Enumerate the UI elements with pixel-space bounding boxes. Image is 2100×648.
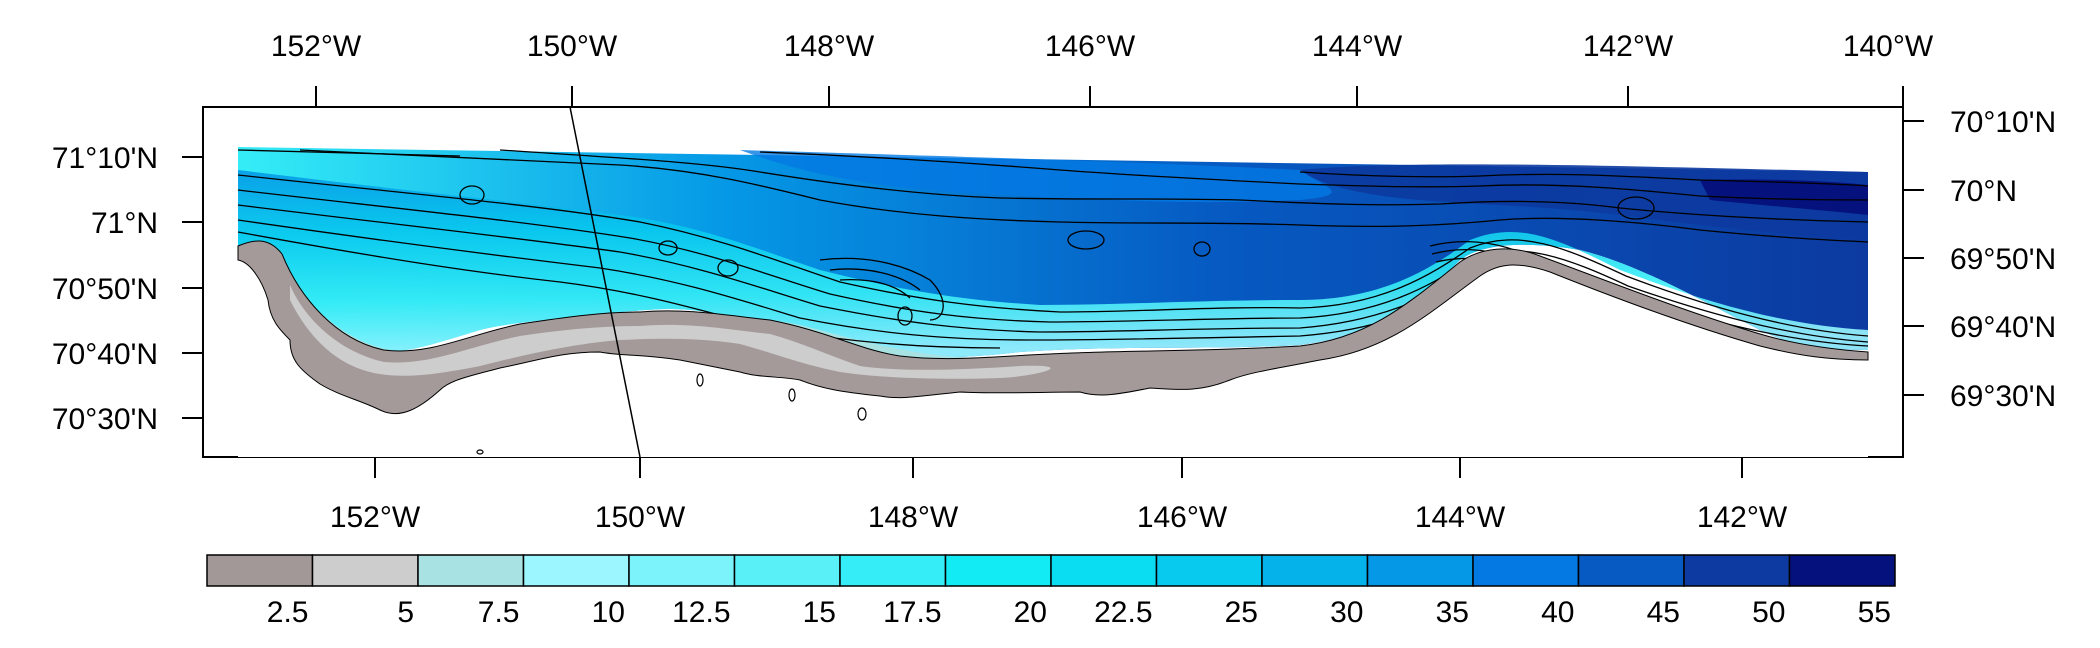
top-axis-label: 146°W: [1045, 30, 1136, 63]
left-axis-label: 70°50'N: [52, 273, 158, 306]
colorbar-swatch: [311, 554, 419, 587]
colorbar-swatch: [1050, 554, 1158, 587]
top-axis-label: 142°W: [1583, 30, 1674, 63]
bottom-axis-label: 144°W: [1415, 501, 1506, 534]
colorbar-tick-label: 5: [397, 596, 414, 629]
left-axis-label: 71°10'N: [52, 142, 158, 175]
land-light: [290, 285, 1051, 379]
colorbar-tick-label: 50: [1752, 596, 1785, 629]
colorbar-swatch: [733, 554, 841, 587]
left-axis-label: 70°30'N: [52, 403, 158, 436]
meridian-line: [569, 107, 641, 457]
colorbar-tick-label: 30: [1330, 596, 1363, 629]
colorbar: 2.5 5 7.5 10 12.5 15 17.5 20 22.5 25 30 35 40 45 50 55: [206, 554, 1896, 629]
colorbar-tick-label: 20: [1014, 596, 1047, 629]
land-islands: [476, 373, 867, 455]
colorbar-tick-label: 22.5: [1094, 596, 1152, 629]
bottom-axis-label: 152°W: [330, 501, 421, 534]
mid-patch: [740, 150, 1332, 203]
colorbar-tick-label: 15: [803, 596, 836, 629]
bottom-axis-label: 142°W: [1697, 501, 1788, 534]
bottom-axis-label: 148°W: [868, 501, 959, 534]
colorbar-swatch: [522, 554, 630, 587]
colorbar-tick-label: 2.5: [267, 596, 309, 629]
top-axis-label: 152°W: [271, 30, 362, 63]
colorbar-swatch: [839, 554, 947, 587]
axis-ticks: [182, 86, 1924, 478]
colorbar-swatch: [1577, 554, 1685, 587]
bottom-axis-label: 146°W: [1137, 501, 1228, 534]
colorbar-tick-label: 55: [1858, 596, 1891, 629]
colorbar-swatch: [206, 554, 314, 587]
top-axis-label: 148°W: [784, 30, 875, 63]
left-axis-label: 71°N: [91, 207, 158, 240]
colorbar-tick-label: 10: [592, 596, 625, 629]
deep-patch: [1700, 179, 1868, 215]
colorbar-swatch: [1261, 554, 1369, 587]
right-axis-labels: 70°10'N 70°N 69°50'N 69°40'N 69°30'N: [1950, 106, 2056, 413]
right-axis-label: 69°40'N: [1950, 311, 2056, 344]
colorbar-tick-label: 25: [1225, 596, 1258, 629]
right-axis-label: 69°50'N: [1950, 243, 2056, 276]
top-axis-label: 150°W: [527, 30, 618, 63]
coastline-land: [238, 240, 1868, 457]
colorbar-swatch: [1683, 554, 1791, 587]
land-gray: [237, 240, 1869, 415]
right-axis-label: 70°N: [1950, 175, 2017, 208]
colorbar-tick-label: 7.5: [478, 596, 520, 629]
top-axis-label: 140°W: [1843, 30, 1934, 63]
colorbar-tick-label: 40: [1541, 596, 1574, 629]
bottom-axis-label: 150°W: [595, 501, 686, 534]
right-axis-label: 69°30'N: [1950, 380, 2056, 413]
bottom-axis-labels: 152°W 150°W 148°W 146°W 144°W 142°W: [330, 501, 1788, 534]
colorbar-tick-label: 17.5: [883, 596, 941, 629]
colorbar-swatch: [417, 554, 525, 587]
top-axis-labels: 152°W 150°W 148°W 146°W 144°W 142°W 140°…: [271, 30, 1934, 63]
colorbar-swatch: [1788, 554, 1896, 587]
colorbar-swatch: [1155, 554, 1263, 587]
top-axis-label: 144°W: [1312, 30, 1403, 63]
colorbar-swatch: [1472, 554, 1580, 587]
contour-lines: [237, 149, 1869, 349]
colorbar-tick-label: 35: [1436, 596, 1469, 629]
colorbar-swatch: [944, 554, 1052, 587]
left-axis-labels: 71°10'N 71°N 70°50'N 70°40'N 70°30'N: [52, 142, 158, 436]
colorbar-tick-label: 12.5: [672, 596, 730, 629]
colorbar-tick-label: 45: [1647, 596, 1680, 629]
right-axis-label: 70°10'N: [1950, 106, 2056, 139]
colorbar-swatch: [1366, 554, 1474, 587]
left-axis-label: 70°40'N: [52, 338, 158, 371]
colorbar-swatch: [628, 554, 736, 587]
